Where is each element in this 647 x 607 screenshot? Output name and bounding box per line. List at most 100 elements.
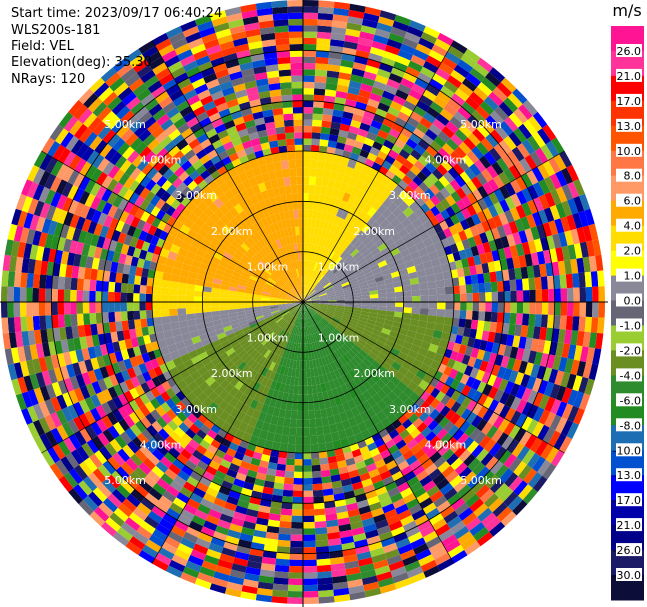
noise-cell xyxy=(192,449,204,461)
noise-cell xyxy=(199,154,211,165)
noise-cell xyxy=(140,210,151,222)
noise-cell xyxy=(392,434,403,445)
velocity-cell xyxy=(202,311,212,318)
velocity-cell xyxy=(331,279,340,286)
noise-cell xyxy=(374,438,385,448)
velocity-cell xyxy=(303,427,310,437)
noise-cell xyxy=(183,531,199,544)
velocity-cell xyxy=(312,235,317,245)
velocity-cell xyxy=(359,349,369,359)
velocity-cell xyxy=(300,343,303,353)
noise-cell xyxy=(518,123,533,140)
noise-cell xyxy=(147,453,160,466)
velocity-cell xyxy=(258,429,269,440)
noise-cell xyxy=(254,117,266,126)
noise-cell xyxy=(111,470,125,485)
noise-cell xyxy=(23,212,34,229)
velocity-cell xyxy=(314,283,321,291)
velocity-cell xyxy=(239,393,249,404)
noise-cell xyxy=(70,289,77,302)
velocity-cell xyxy=(255,354,264,364)
velocity-cell xyxy=(350,315,360,321)
noise-cell xyxy=(333,594,351,603)
noise-cell xyxy=(27,258,36,274)
velocity-cell xyxy=(211,356,222,367)
noise-cell xyxy=(416,470,429,482)
noise-cell xyxy=(129,204,140,217)
velocity-cell xyxy=(282,426,290,436)
velocity-cell xyxy=(409,277,419,285)
noise-cell xyxy=(97,125,112,140)
noise-cell xyxy=(418,37,435,50)
noise-cell xyxy=(538,194,550,210)
velocity-cell xyxy=(193,302,203,308)
velocity-cell xyxy=(195,346,206,356)
noise-cell xyxy=(169,161,181,173)
noise-cell xyxy=(484,282,492,293)
noise-cell xyxy=(106,178,119,192)
noise-cell xyxy=(516,143,530,159)
noise-cell xyxy=(85,335,94,348)
noise-cell xyxy=(241,9,258,19)
noise-cell xyxy=(475,264,484,275)
noise-cell xyxy=(481,262,490,274)
velocity-cell xyxy=(374,369,384,380)
noise-cell xyxy=(143,475,157,488)
velocity-cell xyxy=(336,236,345,246)
velocity-cell xyxy=(215,375,226,385)
noise-cell xyxy=(244,80,258,90)
noise-cell xyxy=(7,363,18,381)
velocity-cell xyxy=(307,287,313,296)
velocity-cell xyxy=(317,202,324,212)
noise-cell xyxy=(158,44,175,57)
velocity-cell xyxy=(377,365,388,375)
velocity-cell xyxy=(305,268,309,278)
noise-cell xyxy=(439,220,449,231)
velocity-cell xyxy=(284,331,290,341)
noise-cell xyxy=(75,241,85,255)
velocity-cell xyxy=(326,324,335,332)
noise-cell xyxy=(328,51,343,60)
velocity-cell xyxy=(221,356,232,366)
noise-cell xyxy=(171,554,188,567)
noise-cell xyxy=(117,405,129,419)
noise-cell xyxy=(360,83,373,93)
noise-cell xyxy=(425,536,442,549)
velocity-cell xyxy=(235,298,245,302)
velocity-cell xyxy=(313,271,319,280)
noise-cell xyxy=(133,310,141,320)
velocity-cell xyxy=(376,214,386,225)
noise-cell xyxy=(469,91,484,106)
noise-cell xyxy=(77,266,86,279)
noise-cell xyxy=(292,496,303,504)
noise-cell xyxy=(160,118,174,131)
noise-cell xyxy=(428,49,445,63)
noise-cell xyxy=(461,354,471,366)
noise-cell xyxy=(200,424,211,435)
velocity-cell xyxy=(263,439,274,450)
noise-cell xyxy=(78,190,90,205)
velocity-cell xyxy=(161,316,171,325)
velocity-cell xyxy=(323,195,332,205)
noise-cell xyxy=(103,376,114,389)
velocity-cell xyxy=(339,182,349,193)
noise-cell xyxy=(291,521,303,529)
noise-cell xyxy=(141,268,150,278)
noise-cell xyxy=(533,238,543,253)
noise-cell xyxy=(84,359,94,372)
velocity-cell xyxy=(296,419,303,428)
noise-cell xyxy=(437,130,451,143)
velocity-cell xyxy=(282,311,290,318)
velocity-cell xyxy=(402,254,413,263)
velocity-cell xyxy=(311,296,320,300)
noise-cell xyxy=(453,111,468,125)
noise-cell xyxy=(120,292,128,302)
noise-cell xyxy=(440,505,455,519)
noise-cell xyxy=(514,161,527,177)
noise-cell xyxy=(460,408,472,421)
noise-cell xyxy=(378,531,394,542)
noise-cell xyxy=(76,302,84,314)
noise-cell xyxy=(13,225,24,242)
noise-cell xyxy=(90,323,98,336)
velocity-cell xyxy=(373,325,383,333)
